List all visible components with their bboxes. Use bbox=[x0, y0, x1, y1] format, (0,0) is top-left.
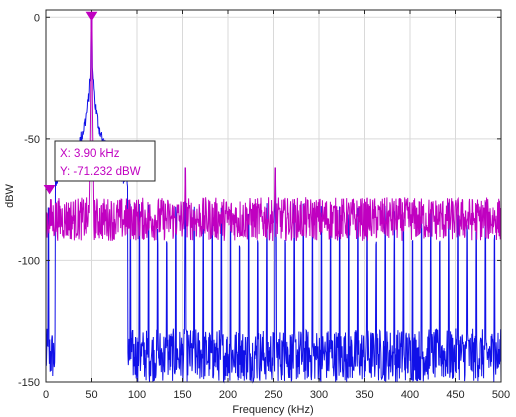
y-tick-label: 0 bbox=[34, 12, 40, 24]
datatip-x-text: X: 3.90 kHz bbox=[60, 148, 120, 160]
y-axis-label: dBW bbox=[4, 183, 16, 207]
axis-ticks: 0 50 100 150 200 250 300 350 400 450 500 0 -50 -100 -1… bbox=[18, 10, 510, 401]
series-line-magenta bbox=[45, 16, 502, 242]
x-tick-label: 300 bbox=[310, 389, 328, 401]
x-tick-label: 400 bbox=[401, 389, 419, 401]
x-tick-label: 500 bbox=[492, 389, 510, 401]
datatip-y-text: Y: -71.232 dBW bbox=[60, 166, 141, 178]
marker-triangle bbox=[43, 184, 56, 195]
x-tick-label: 0 bbox=[43, 389, 49, 401]
series-line-blue bbox=[45, 16, 502, 384]
datatip[interactable]: X: 3.90 kHz Y: -71.232 dBW bbox=[54, 140, 156, 182]
marker-triangle bbox=[85, 11, 98, 22]
x-tick-label: 200 bbox=[219, 389, 237, 401]
x-tick-label: 50 bbox=[85, 389, 97, 401]
x-tick-label: 250 bbox=[264, 389, 282, 401]
x-tick-label: 100 bbox=[128, 389, 146, 401]
x-tick-label: 150 bbox=[173, 389, 191, 401]
y-tick-label: -50 bbox=[24, 134, 40, 146]
markers bbox=[43, 11, 98, 195]
x-tick-label: 350 bbox=[355, 389, 373, 401]
x-axis-label: Frequency (kHz) bbox=[232, 404, 313, 416]
series-layer bbox=[45, 16, 502, 384]
x-tick-label: 450 bbox=[446, 389, 464, 401]
y-tick-label: -100 bbox=[18, 255, 40, 267]
datatip-box bbox=[54, 140, 156, 182]
grid bbox=[46, 10, 501, 382]
y-tick-label: -150 bbox=[18, 377, 40, 389]
